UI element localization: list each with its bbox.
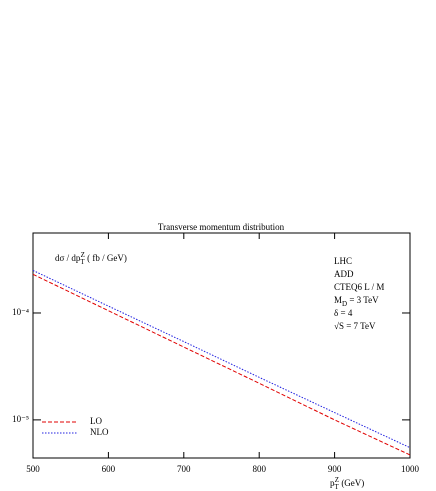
x-tick-label: 500 <box>26 464 40 474</box>
y-tick-label: 10⁻⁴ <box>12 307 29 317</box>
x-tick-label: 600 <box>102 464 116 474</box>
annotation: CTEQ6 L / M <box>334 282 384 292</box>
annotation: δ = 4 <box>334 308 353 318</box>
x-tick-label: 1000 <box>401 464 420 474</box>
y-axis-label: dσ / dpTZ ( fb / GeV) <box>55 251 127 266</box>
annotation: LHC <box>334 256 352 266</box>
legend-label: LO <box>90 416 102 426</box>
x-axis-label: pTZ (GeV) <box>330 476 364 491</box>
y-tick-label: 10⁻⁵ <box>12 414 29 424</box>
x-tick-label: 700 <box>177 464 191 474</box>
data-line <box>32 269 411 449</box>
legend-label: NLO <box>90 427 109 437</box>
chart-title: Transverse momentum distribution <box>158 222 285 232</box>
annotation: MD = 3 TeV <box>334 295 379 308</box>
x-tick-label: 800 <box>252 464 266 474</box>
x-tick-label: 900 <box>328 464 342 474</box>
data-line <box>32 273 411 456</box>
annotation: √S = 7 TeV <box>334 321 376 331</box>
annotation: ADD <box>334 269 354 279</box>
plot-frame <box>32 232 411 459</box>
